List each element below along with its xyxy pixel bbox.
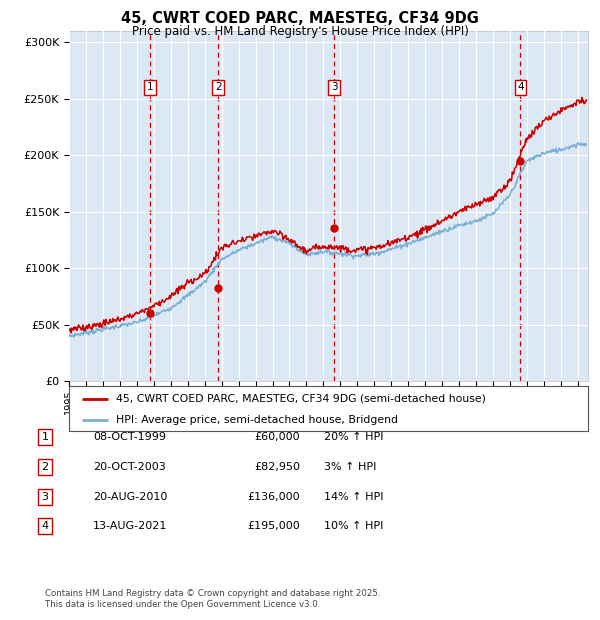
Text: 20-OCT-2003: 20-OCT-2003	[93, 462, 166, 472]
Text: 45, CWRT COED PARC, MAESTEG, CF34 9DG: 45, CWRT COED PARC, MAESTEG, CF34 9DG	[121, 11, 479, 26]
Text: 2: 2	[41, 462, 49, 472]
Text: 13-AUG-2021: 13-AUG-2021	[93, 521, 167, 531]
Text: £195,000: £195,000	[247, 521, 300, 531]
Text: 2: 2	[215, 82, 221, 92]
Text: 1: 1	[41, 432, 49, 442]
Text: 20-AUG-2010: 20-AUG-2010	[93, 492, 167, 502]
Text: 14% ↑ HPI: 14% ↑ HPI	[324, 492, 383, 502]
Text: £136,000: £136,000	[247, 492, 300, 502]
Text: HPI: Average price, semi-detached house, Bridgend: HPI: Average price, semi-detached house,…	[116, 415, 398, 425]
Text: 20% ↑ HPI: 20% ↑ HPI	[324, 432, 383, 442]
Text: 4: 4	[41, 521, 49, 531]
Text: £60,000: £60,000	[254, 432, 300, 442]
Text: 4: 4	[517, 82, 524, 92]
Text: 10% ↑ HPI: 10% ↑ HPI	[324, 521, 383, 531]
Text: Price paid vs. HM Land Registry's House Price Index (HPI): Price paid vs. HM Land Registry's House …	[131, 25, 469, 38]
Text: 45, CWRT COED PARC, MAESTEG, CF34 9DG (semi-detached house): 45, CWRT COED PARC, MAESTEG, CF34 9DG (s…	[116, 394, 485, 404]
Text: 1: 1	[146, 82, 153, 92]
Text: 08-OCT-1999: 08-OCT-1999	[93, 432, 166, 442]
Text: £82,950: £82,950	[254, 462, 300, 472]
Text: 3% ↑ HPI: 3% ↑ HPI	[324, 462, 376, 472]
Text: Contains HM Land Registry data © Crown copyright and database right 2025.
This d: Contains HM Land Registry data © Crown c…	[45, 590, 380, 609]
Text: 3: 3	[331, 82, 337, 92]
Text: 3: 3	[41, 492, 49, 502]
